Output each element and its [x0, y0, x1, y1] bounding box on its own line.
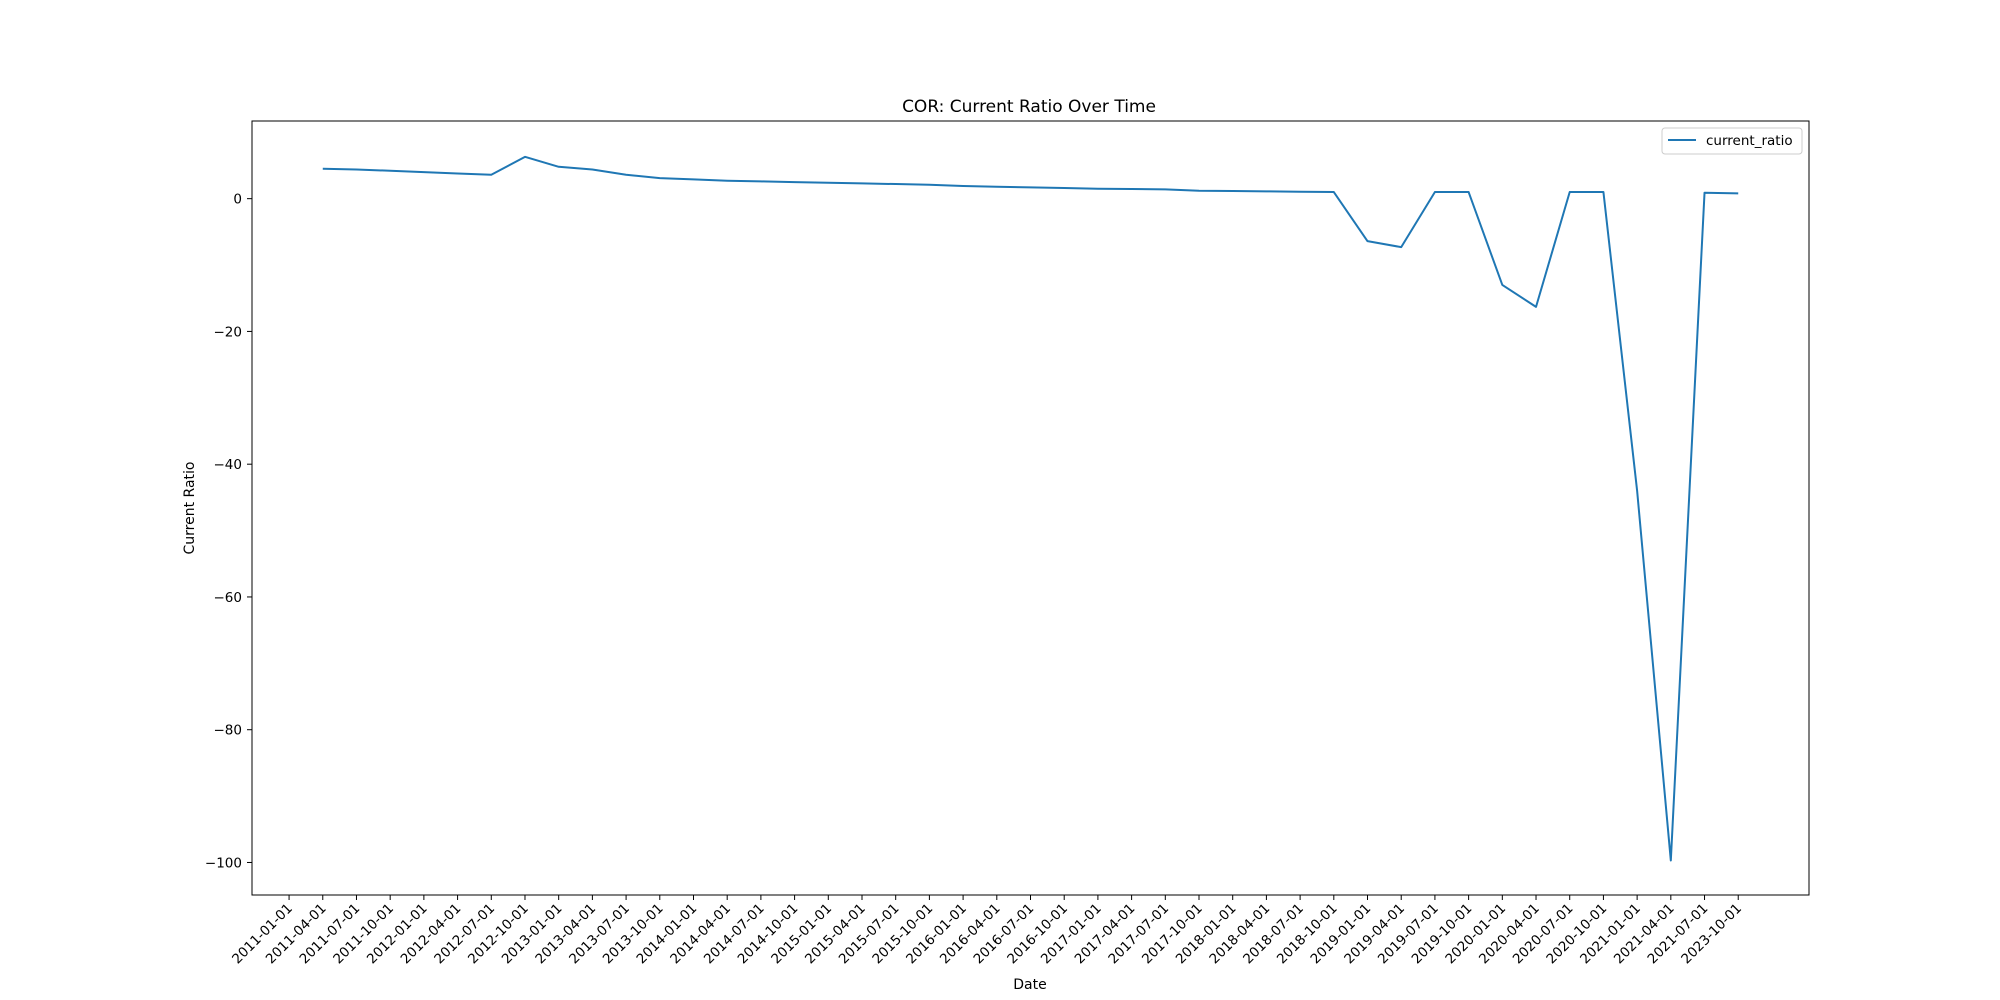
legend: current_ratio [1661, 127, 1803, 155]
y-tick-label: 0 [233, 192, 242, 208]
y-tick-label: −40 [214, 457, 243, 473]
y-tick-label: −60 [214, 590, 243, 606]
legend-label: current_ratio [1706, 133, 1793, 149]
y-axis-label: Current Ratio [182, 462, 198, 555]
y-tick-label: −100 [205, 855, 242, 871]
series-line-current_ratio [322, 155, 1739, 862]
plot-area-frame [251, 120, 1810, 896]
y-tick-label: −20 [214, 324, 243, 340]
y-axis-ticks: 0 −20 −40 −60 −80 −100 [205, 192, 252, 871]
y-tick-label: −80 [214, 723, 243, 739]
x-axis-label: Date [1013, 977, 1046, 993]
legend-box [1661, 127, 1803, 155]
series-layer [322, 155, 1739, 862]
x-axis-ticks: 2011-01-012011-04-012011-07-012011-10-01… [229, 895, 1745, 967]
chart-title: COR: Current Ratio Over Time [902, 97, 1156, 117]
